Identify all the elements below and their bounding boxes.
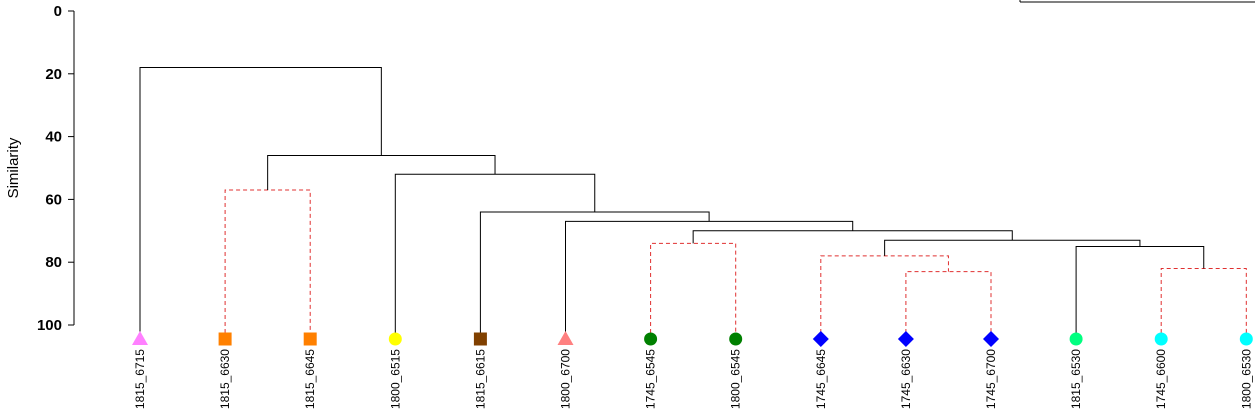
leaf-markers (132, 331, 1253, 347)
leaf-marker-circle (1239, 332, 1253, 346)
leaf-marker-diamond (897, 331, 914, 347)
y-tick-label: 0 (54, 3, 62, 20)
leaf-marker-square (473, 332, 487, 346)
leaf-label: 1815_6715 (133, 349, 147, 409)
dendrogram-branches (139, 67, 1247, 333)
merge-branch-m13 (139, 67, 382, 333)
leaf-label: 1815_6630 (218, 349, 232, 409)
leaf-label: 1745_6645 (814, 349, 828, 409)
leaf-marker-triangle (132, 331, 148, 345)
merge-branch-m1 (224, 189, 311, 333)
y-axis-label: Similarity (5, 137, 22, 198)
merge-branch-m9 (565, 220, 854, 333)
leaf-marker-circle (729, 332, 743, 346)
leaf-label: 1745_6545 (644, 349, 658, 409)
y-tick-label: 100 (37, 317, 62, 334)
y-tick-label: 40 (45, 129, 62, 146)
leaf-marker-diamond (983, 331, 999, 347)
merge-branch-m12 (267, 154, 496, 190)
leaf-marker-square (303, 332, 317, 346)
leaf-marker-diamond (812, 331, 829, 347)
leaf-marker-square (218, 332, 232, 346)
y-tick-label: 60 (45, 191, 62, 208)
leaf-marker-triangle (557, 331, 574, 345)
leaf-marker-circle (1154, 332, 1168, 346)
merge-branch-m3 (905, 271, 992, 333)
leaf-label: 1745_6700 (984, 349, 998, 409)
merge-branch-m6 (1075, 246, 1205, 333)
leaf-marker-circle (388, 332, 402, 346)
leaf-labels: 1815_6715 1815_6630 1815_6645 1800_6515 1815… (133, 349, 1253, 409)
merge-branch-m5 (1160, 267, 1247, 333)
merge-branch-m8 (692, 230, 1013, 244)
merge-branch-m10 (479, 211, 710, 333)
y-tick-label: 80 (45, 254, 62, 271)
leaf-label: 1745_6630 (899, 349, 913, 409)
leaf-label: 1800_6545 (729, 349, 743, 409)
y-axis: 0 20 40 60 80 100 (37, 3, 75, 334)
merge-branch-m11 (394, 173, 596, 333)
leaf-label: 1800_6700 (559, 349, 573, 409)
leaf-label: 1800_6515 (388, 349, 402, 409)
leaf-label: 1815_6645 (303, 349, 317, 409)
leaf-label: 1815_6530 (1069, 349, 1083, 409)
leaf-marker-circle (644, 332, 658, 346)
leaf-label: 1745_6600 (1154, 349, 1168, 409)
merge-branch-m4 (820, 255, 949, 333)
merge-branch-m7 (884, 239, 1141, 256)
merge-branch-m2 (650, 242, 737, 333)
leaf-label: 1815_6615 (473, 349, 487, 409)
y-tick-label: 20 (45, 66, 62, 83)
leaf-label: 1800_6530 (1239, 349, 1253, 409)
leaf-marker-circle (1069, 332, 1083, 346)
